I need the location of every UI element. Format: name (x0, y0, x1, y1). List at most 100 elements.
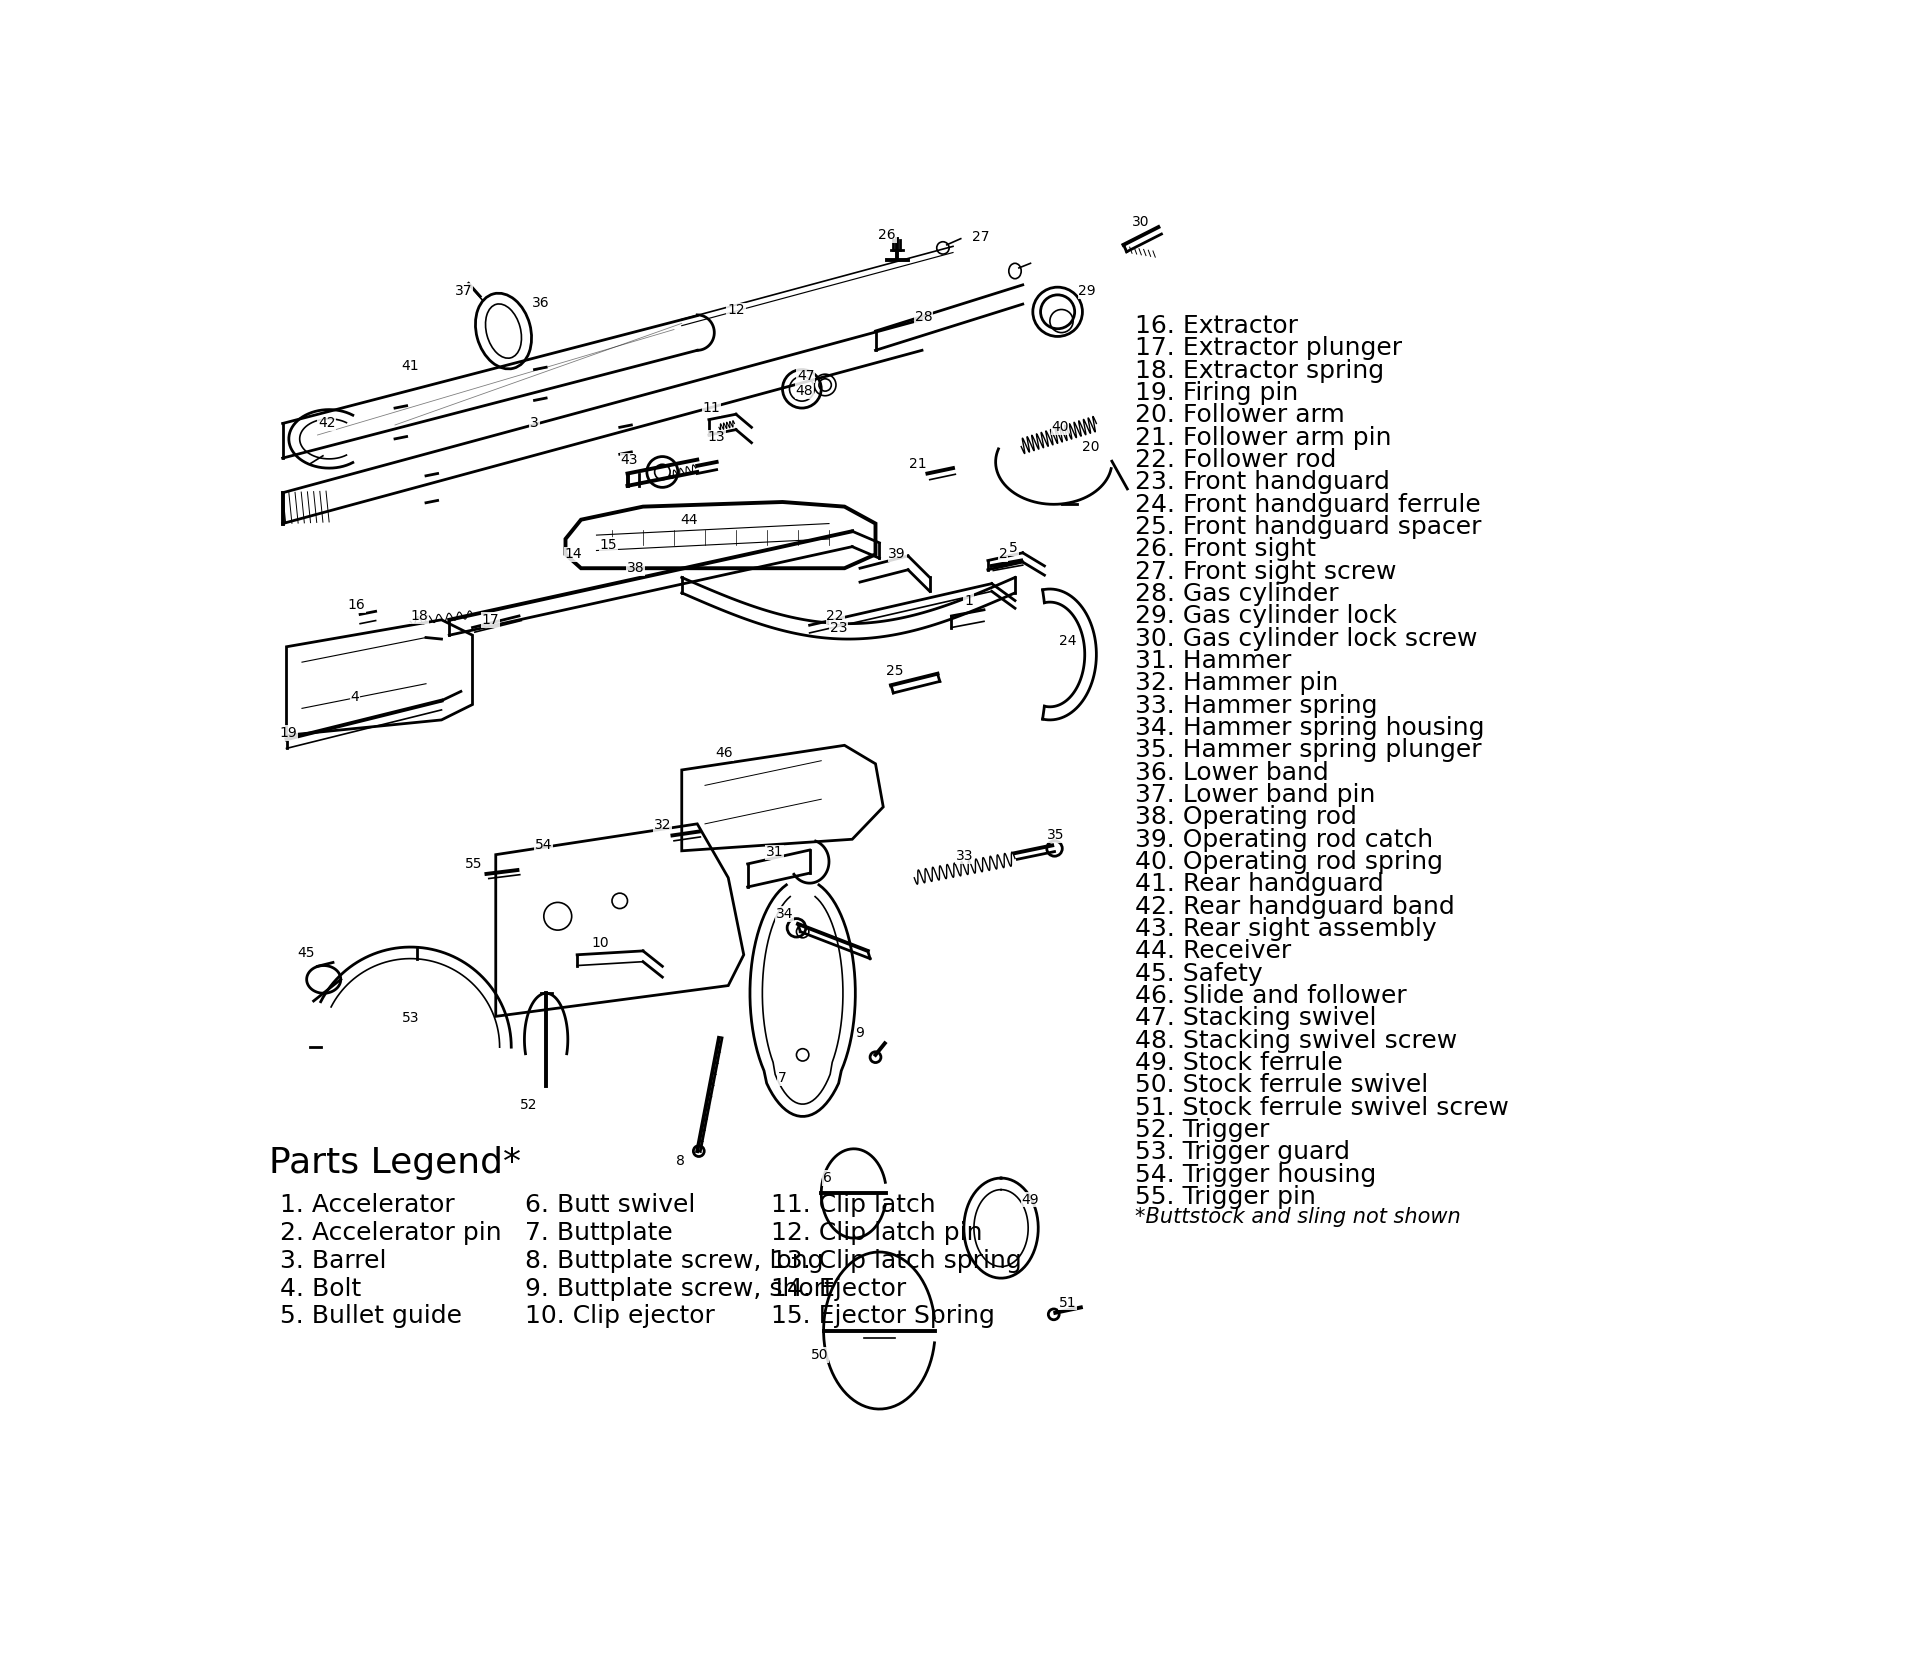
Text: 13: 13 (708, 430, 726, 444)
Text: 24. Front handguard ferrule: 24. Front handguard ferrule (1135, 492, 1480, 517)
Text: 41: 41 (401, 359, 419, 372)
Text: 41. Rear handguard: 41. Rear handguard (1135, 872, 1384, 896)
Text: 25: 25 (887, 664, 904, 679)
Text: 12: 12 (728, 304, 745, 317)
Text: Parts Legend*: Parts Legend* (269, 1146, 522, 1179)
Text: 54. Trigger housing: 54. Trigger housing (1135, 1163, 1377, 1186)
Text: 47. Stacking swivel: 47. Stacking swivel (1135, 1006, 1377, 1031)
Text: 2. Accelerator pin: 2. Accelerator pin (280, 1221, 501, 1246)
Text: 34. Hammer spring housing: 34. Hammer spring housing (1135, 716, 1484, 741)
Text: 18. Extractor spring: 18. Extractor spring (1135, 359, 1384, 382)
Text: 17: 17 (482, 612, 499, 627)
Text: 19. Firing pin: 19. Firing pin (1135, 380, 1298, 405)
Text: 20: 20 (1083, 440, 1100, 454)
Text: 44: 44 (682, 512, 699, 527)
Text: 46. Slide and follower: 46. Slide and follower (1135, 984, 1407, 1007)
Text: 49: 49 (1021, 1193, 1039, 1206)
Text: 29: 29 (1079, 284, 1096, 299)
Text: 10. Clip ejector: 10. Clip ejector (526, 1304, 714, 1328)
Text: 27. Front sight screw: 27. Front sight screw (1135, 560, 1396, 584)
Text: 24: 24 (1060, 634, 1077, 647)
Text: 55. Trigger pin: 55. Trigger pin (1135, 1184, 1315, 1209)
Text: 50. Stock ferrule swivel: 50. Stock ferrule swivel (1135, 1073, 1428, 1098)
Text: 3: 3 (530, 417, 540, 430)
Text: 11: 11 (703, 400, 720, 415)
Text: 42: 42 (319, 417, 336, 430)
Text: 38: 38 (626, 560, 643, 575)
Text: 53: 53 (401, 1011, 419, 1024)
Text: 25. Front handguard spacer: 25. Front handguard spacer (1135, 515, 1482, 539)
Text: 1. Accelerator: 1. Accelerator (280, 1194, 455, 1218)
Text: 15. Ejector Spring: 15. Ejector Spring (770, 1304, 995, 1328)
Text: 53. Trigger guard: 53. Trigger guard (1135, 1141, 1350, 1164)
Text: 47: 47 (797, 369, 814, 382)
Text: 39: 39 (889, 547, 906, 562)
Text: 12. Clip latch pin: 12. Clip latch pin (770, 1221, 983, 1246)
Text: 27: 27 (972, 230, 989, 244)
Text: 51. Stock ferrule swivel screw: 51. Stock ferrule swivel screw (1135, 1096, 1509, 1119)
Text: 52. Trigger: 52. Trigger (1135, 1118, 1269, 1143)
Text: 50: 50 (810, 1348, 828, 1363)
Text: 5: 5 (1010, 540, 1018, 555)
Text: 43: 43 (620, 454, 637, 467)
Text: 17. Extractor plunger: 17. Extractor plunger (1135, 337, 1402, 360)
Text: 45: 45 (298, 946, 315, 961)
Text: 14. Ejector: 14. Ejector (770, 1276, 906, 1301)
Text: 30. Gas cylinder lock screw: 30. Gas cylinder lock screw (1135, 627, 1478, 651)
Text: 34: 34 (776, 907, 793, 921)
Text: 19: 19 (278, 726, 298, 741)
Text: 28: 28 (914, 310, 933, 324)
Text: 21. Follower arm pin: 21. Follower arm pin (1135, 425, 1392, 450)
Text: 37: 37 (455, 284, 472, 299)
Text: 26: 26 (877, 229, 897, 242)
Text: 16: 16 (348, 599, 365, 612)
Text: 3. Barrel: 3. Barrel (280, 1249, 386, 1273)
Text: 11. Clip latch: 11. Clip latch (770, 1194, 935, 1218)
Text: 6. Butt swivel: 6. Butt swivel (526, 1194, 695, 1218)
Text: 45. Safety: 45. Safety (1135, 962, 1263, 986)
Text: 35: 35 (1046, 829, 1064, 842)
Text: 40: 40 (1052, 420, 1069, 434)
Text: 30: 30 (1131, 215, 1150, 229)
Text: 21: 21 (910, 457, 927, 470)
Text: 8: 8 (676, 1154, 685, 1168)
Text: 13. Clip latch spring: 13. Clip latch spring (770, 1249, 1021, 1273)
Text: 20. Follower arm: 20. Follower arm (1135, 404, 1344, 427)
Text: 22: 22 (826, 609, 845, 622)
Text: 6: 6 (824, 1171, 831, 1184)
Text: *Buttstock and sling not shown: *Buttstock and sling not shown (1135, 1208, 1461, 1228)
Text: 7: 7 (778, 1071, 787, 1084)
Text: 4: 4 (349, 691, 359, 704)
Text: 28. Gas cylinder: 28. Gas cylinder (1135, 582, 1338, 605)
Text: 44. Receiver: 44. Receiver (1135, 939, 1292, 964)
Text: 55: 55 (465, 857, 482, 871)
Text: 32: 32 (653, 819, 672, 832)
Text: 36: 36 (532, 295, 549, 310)
Text: 54: 54 (536, 839, 553, 852)
Text: 46: 46 (716, 746, 733, 761)
Text: 49. Stock ferrule: 49. Stock ferrule (1135, 1051, 1342, 1074)
Text: 10: 10 (591, 936, 609, 951)
Text: 31. Hammer: 31. Hammer (1135, 649, 1292, 674)
Text: 35. Hammer spring plunger: 35. Hammer spring plunger (1135, 739, 1482, 762)
Text: 26. Front sight: 26. Front sight (1135, 537, 1315, 562)
Text: 33: 33 (956, 849, 973, 864)
Text: 14: 14 (564, 547, 582, 562)
Text: 42. Rear handguard band: 42. Rear handguard band (1135, 894, 1455, 919)
Text: 5. Bullet guide: 5. Bullet guide (280, 1304, 463, 1328)
Text: 48. Stacking swivel screw: 48. Stacking swivel screw (1135, 1029, 1457, 1053)
Text: 36. Lower band: 36. Lower band (1135, 761, 1329, 784)
Text: 18: 18 (411, 609, 428, 622)
Text: 51: 51 (1060, 1296, 1077, 1309)
Text: 37. Lower band pin: 37. Lower band pin (1135, 782, 1375, 807)
Text: 8. Buttplate screw, long: 8. Buttplate screw, long (526, 1249, 824, 1273)
Text: 40. Operating rod spring: 40. Operating rod spring (1135, 851, 1444, 874)
Text: 43. Rear sight assembly: 43. Rear sight assembly (1135, 917, 1436, 941)
Text: 29. Gas cylinder lock: 29. Gas cylinder lock (1135, 604, 1398, 629)
Text: 7. Buttplate: 7. Buttplate (526, 1221, 672, 1246)
Text: 16. Extractor: 16. Extractor (1135, 314, 1298, 339)
Text: 15: 15 (599, 539, 616, 552)
Text: 33. Hammer spring: 33. Hammer spring (1135, 694, 1379, 717)
Text: 9: 9 (856, 1026, 864, 1041)
Text: 38. Operating rod: 38. Operating rod (1135, 806, 1357, 829)
